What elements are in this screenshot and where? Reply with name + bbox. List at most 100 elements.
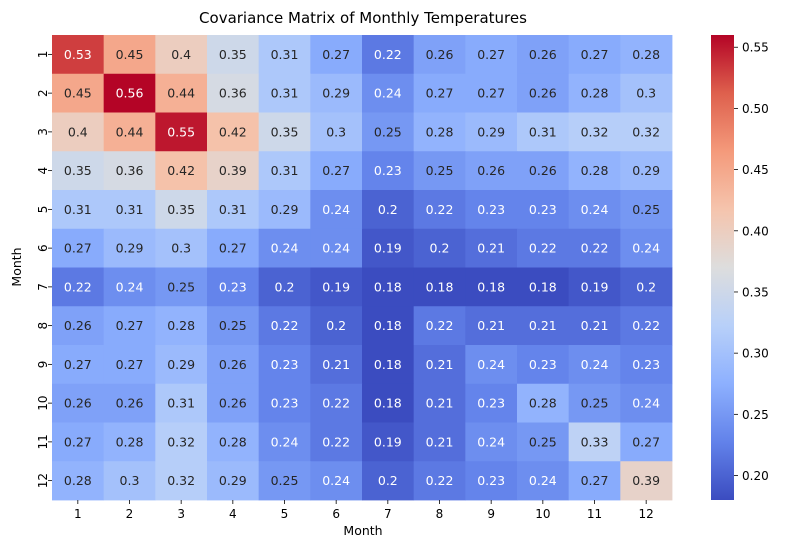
cell-value-label: 0.18 bbox=[374, 396, 402, 411]
cell-value-label: 0.29 bbox=[632, 163, 660, 178]
heatmap-cell bbox=[103, 190, 156, 230]
x-tick-label: 5 bbox=[281, 507, 289, 521]
heatmap-cell bbox=[517, 461, 570, 501]
heatmap-cell bbox=[362, 461, 415, 501]
heatmap-cell bbox=[413, 345, 466, 385]
cell-value-label: 0.22 bbox=[632, 318, 660, 333]
heatmap-cell bbox=[310, 383, 363, 423]
heatmap-cell bbox=[155, 73, 208, 113]
cell-value-label: 0.19 bbox=[374, 434, 402, 449]
heatmap-cell bbox=[103, 112, 156, 152]
heatmap-cell bbox=[620, 422, 673, 462]
heatmap-cell bbox=[620, 73, 673, 113]
cell-value-label: 0.32 bbox=[167, 434, 195, 449]
heatmap-cell bbox=[620, 383, 673, 423]
cell-value-label: 0.26 bbox=[116, 396, 144, 411]
heatmap-cell bbox=[362, 228, 415, 268]
colorbar bbox=[711, 35, 734, 500]
cell-value-label: 0.21 bbox=[426, 396, 454, 411]
heatmap-cell bbox=[52, 383, 105, 423]
cell-value-label: 0.25 bbox=[271, 473, 299, 488]
heatmap-cell bbox=[103, 35, 156, 75]
heatmap-cell bbox=[258, 228, 311, 268]
heatmap-cell bbox=[155, 228, 208, 268]
cell-value-label: 0.28 bbox=[64, 473, 92, 488]
cell-value-label: 0.18 bbox=[426, 279, 454, 294]
heatmap-cell bbox=[517, 383, 570, 423]
heatmap-cell bbox=[52, 73, 105, 113]
y-tick-label: 7 bbox=[36, 283, 50, 291]
cell-value-label: 0.18 bbox=[374, 318, 402, 333]
cell-value-label: 0.32 bbox=[581, 124, 609, 139]
cell-value-label: 0.29 bbox=[322, 86, 350, 101]
heatmap-cell bbox=[362, 306, 415, 346]
cell-value-label: 0.21 bbox=[477, 318, 505, 333]
cell-value-label: 0.28 bbox=[167, 318, 195, 333]
cell-value-label: 0.2 bbox=[326, 318, 346, 333]
cell-value-label: 0.35 bbox=[271, 124, 299, 139]
heatmap-cell bbox=[103, 306, 156, 346]
heatmap-cell bbox=[465, 151, 518, 191]
heatmap-cell bbox=[620, 151, 673, 191]
heatmap-cells: 0.53 0.45 0.4 0.35 0.31 0.27 0.22 0.26 0.27 0.26 0… bbox=[52, 35, 673, 501]
heatmap-cell bbox=[310, 267, 363, 307]
heatmap-cell bbox=[52, 345, 105, 385]
heatmap-cell bbox=[620, 306, 673, 346]
cell-value-label: 0.22 bbox=[322, 434, 350, 449]
cell-value-label: 0.23 bbox=[477, 473, 505, 488]
heatmap-cell bbox=[310, 422, 363, 462]
cell-value-label: 0.24 bbox=[477, 357, 505, 372]
heatmap-cell bbox=[620, 267, 673, 307]
cell-value-label: 0.35 bbox=[64, 163, 92, 178]
y-tick-label: 12 bbox=[36, 473, 50, 488]
y-tick-label: 6 bbox=[36, 244, 50, 252]
cell-value-label: 0.39 bbox=[219, 163, 247, 178]
heatmap-cell bbox=[568, 151, 621, 191]
colorbar-tick-label: 0.30 bbox=[742, 347, 769, 361]
heatmap-cell bbox=[517, 345, 570, 385]
heatmap-cell bbox=[52, 267, 105, 307]
heatmap-cell bbox=[568, 73, 621, 113]
heatmap-cell bbox=[517, 190, 570, 230]
cell-value-label: 0.22 bbox=[64, 279, 92, 294]
cell-value-label: 0.44 bbox=[116, 124, 144, 139]
cell-value-label: 0.22 bbox=[426, 473, 454, 488]
cell-value-label: 0.23 bbox=[219, 279, 247, 294]
y-tick-label: 1 bbox=[36, 51, 50, 59]
cell-value-label: 0.26 bbox=[426, 47, 454, 62]
heatmap-cell bbox=[517, 73, 570, 113]
heatmap-cell bbox=[258, 73, 311, 113]
heatmap-cell bbox=[517, 151, 570, 191]
y-axis-label: Month bbox=[9, 247, 24, 286]
cell-value-label: 0.24 bbox=[271, 241, 299, 256]
cell-value-label: 0.24 bbox=[529, 473, 557, 488]
heatmap-cell bbox=[155, 422, 208, 462]
heatmap-cell bbox=[413, 151, 466, 191]
cell-value-label: 0.21 bbox=[529, 318, 557, 333]
cell-value-label: 0.32 bbox=[632, 124, 660, 139]
heatmap-cell bbox=[310, 461, 363, 501]
heatmap-cell bbox=[465, 112, 518, 152]
cell-value-label: 0.27 bbox=[64, 357, 92, 372]
cell-value-label: 0.32 bbox=[167, 473, 195, 488]
heatmap-cell bbox=[362, 112, 415, 152]
heatmap-cell bbox=[155, 151, 208, 191]
cell-value-label: 0.28 bbox=[116, 434, 144, 449]
cell-value-label: 0.2 bbox=[275, 279, 295, 294]
heatmap-cell bbox=[155, 461, 208, 501]
cell-value-label: 0.22 bbox=[529, 241, 557, 256]
heatmap-cell bbox=[620, 35, 673, 75]
cell-value-label: 0.26 bbox=[64, 396, 92, 411]
heatmap-cell bbox=[155, 345, 208, 385]
heatmap-cell bbox=[52, 190, 105, 230]
heatmap-cell bbox=[517, 112, 570, 152]
heatmap-cell bbox=[310, 35, 363, 75]
heatmap-cell bbox=[568, 461, 621, 501]
heatmap-cell bbox=[258, 461, 311, 501]
cell-value-label: 0.31 bbox=[271, 47, 299, 62]
cell-value-label: 0.3 bbox=[636, 86, 656, 101]
heatmap-cell bbox=[52, 461, 105, 501]
heatmap-cell bbox=[310, 190, 363, 230]
